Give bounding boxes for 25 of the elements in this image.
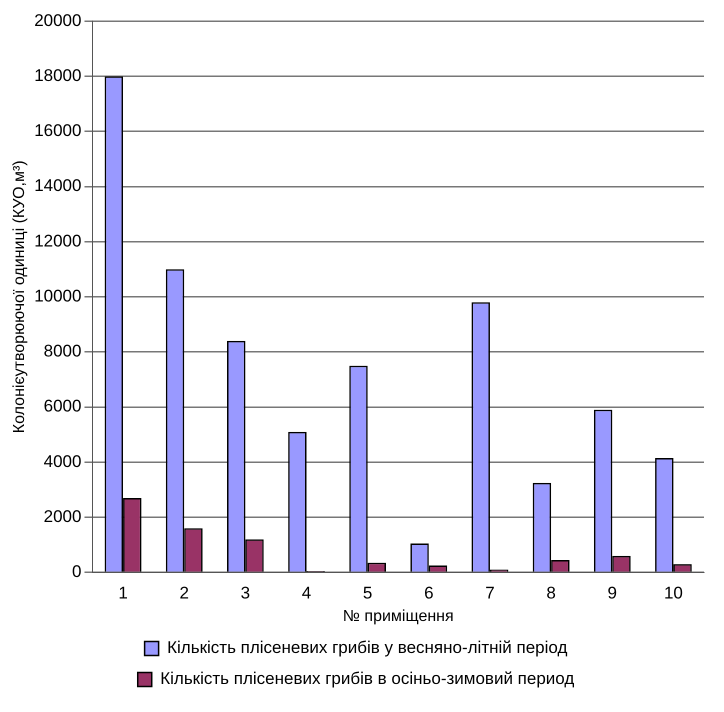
x-tick-label: 3	[240, 583, 250, 602]
x-tick-label: 8	[546, 583, 556, 602]
y-tick-label: 16000	[34, 121, 82, 140]
x-tick-label: 7	[485, 583, 495, 602]
y-tick-label: 0	[72, 562, 82, 582]
y-tick-label: 14000	[34, 176, 82, 196]
x-tick-label: 4	[302, 583, 312, 602]
legend-label: Кількість плісеневих грибів у весняно-літній період	[167, 638, 568, 658]
y-tick-label: 6000	[44, 396, 82, 416]
y-tick-label: 8000	[44, 342, 82, 361]
y-tick-label: 4000	[44, 452, 82, 471]
y-axis-title: Колонієутворюючої одиниці (КУО,м³)	[11, 160, 28, 434]
x-tick-label: 2	[179, 583, 189, 602]
y-tick-label: 12000	[34, 231, 82, 250]
x-tick-label: 6	[424, 583, 434, 602]
y-tick-label: 18000	[34, 66, 82, 86]
x-tick-label: 5	[362, 583, 372, 602]
x-tick-label: 9	[608, 583, 618, 602]
y-tick-label: 20000	[34, 10, 82, 30]
x-tick-label: 10	[664, 583, 683, 602]
x-tick-label: 1	[118, 583, 128, 602]
legend-label: Кількість плісеневих грибів в осіньо-зимовий период	[160, 669, 574, 688]
y-tick-label: 10000	[34, 286, 82, 306]
x-axis-title: № приміщення	[342, 608, 454, 625]
y-tick-label: 2000	[44, 506, 82, 526]
